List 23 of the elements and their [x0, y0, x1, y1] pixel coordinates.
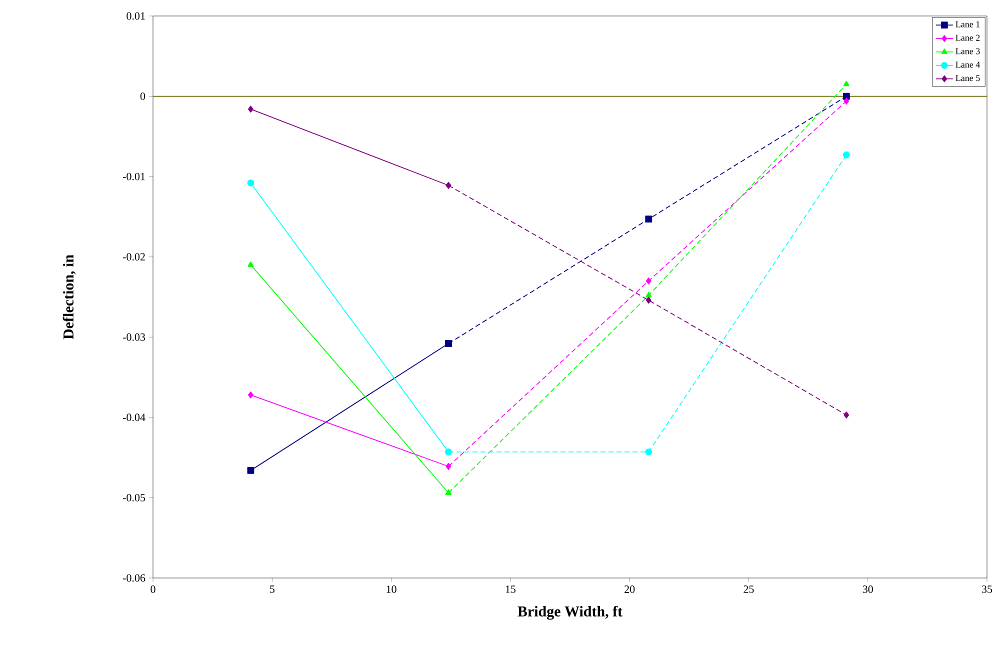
y-tick-label: -0.02 [122, 253, 145, 261]
legend-label: Lane 2 [956, 34, 980, 41]
x-tick-label: 0 [150, 586, 156, 593]
x-tick-label: 25 [744, 586, 754, 593]
y-tick-label: -0.03 [122, 333, 146, 341]
x-tick-label: 20 [624, 586, 635, 593]
y-tick-label: -0.01 [122, 172, 145, 180]
y-axis-title: Deflection, in [62, 254, 76, 340]
legend-label: Lane 3 [956, 48, 980, 54]
y-tick-label: 0 [140, 92, 146, 100]
y-tick-label: -0.04 [122, 414, 146, 422]
x-tick-label: 30 [862, 586, 873, 593]
x-tick-label: 35 [982, 586, 992, 593]
legend-label: Lane 1 [956, 21, 980, 28]
x-tick-label: 15 [506, 586, 516, 593]
legend-label: Lane 5 [956, 75, 980, 82]
y-tick-label: 0.01 [126, 12, 145, 20]
x-tick-label: 10 [386, 586, 396, 593]
x-axis-title: Bridge Width, ft [518, 606, 622, 620]
y-tick-label: -0.05 [122, 494, 146, 502]
legend-label: Lane 4 [956, 62, 980, 68]
y-tick-label: -0.06 [122, 574, 146, 582]
x-tick-label: 5 [270, 586, 274, 593]
